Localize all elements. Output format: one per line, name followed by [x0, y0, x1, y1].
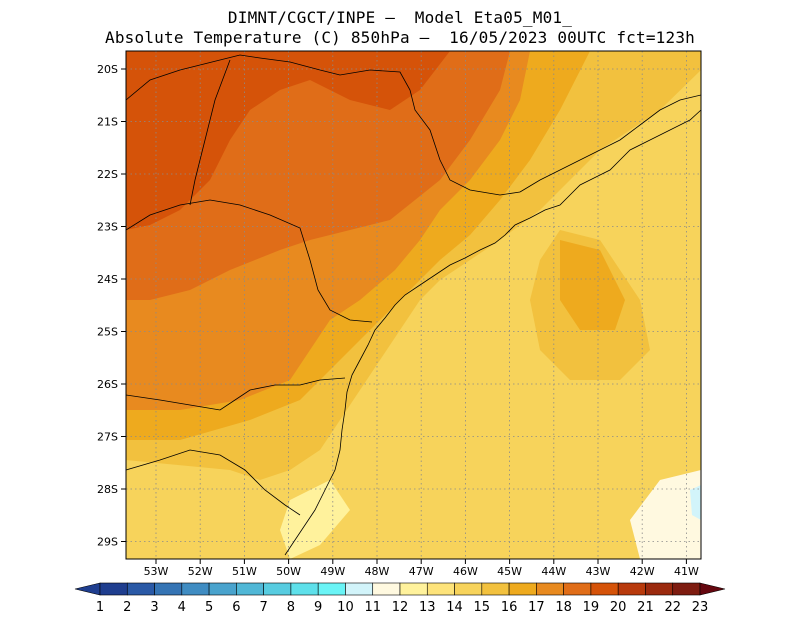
- colorbar-label: 10: [337, 600, 354, 615]
- colorbar: 1 2 3 4 5 6 7 8 9 10 11 12 13 14 15 16 17 18 19 20 21 22 23: [74, 582, 726, 615]
- colorbar-segment: [536, 582, 564, 596]
- lat-lon-grid: [126, 51, 701, 559]
- colorbar-label: 2: [123, 600, 131, 615]
- colorbar-label: 19: [583, 600, 600, 615]
- colorbar-segment: [426, 582, 455, 596]
- map-title-line-1: DIMNT/CGCT/INPE – Model Eta05_M01_: [227, 8, 573, 27]
- colorbar-label: 6: [232, 600, 240, 615]
- colorbar-label: 20: [610, 600, 627, 615]
- colorbar-label: 17: [528, 600, 545, 615]
- colorbar-segment: [399, 582, 428, 596]
- lon-label: 48W: [365, 565, 390, 578]
- lat-label: 25S: [97, 326, 118, 339]
- lat-label: 23S: [97, 221, 118, 234]
- colorbar-label: 4: [178, 600, 186, 615]
- colorbar-label: 18: [555, 600, 572, 615]
- colorbar-segment: [508, 582, 537, 596]
- state-border-west: [189, 59, 231, 206]
- colorbar-segment: [290, 582, 319, 596]
- lon-label: 47W: [409, 565, 434, 578]
- colorbar-label: 14: [446, 600, 463, 615]
- lon-label: 50W: [276, 565, 301, 578]
- colorbar-segment: [236, 582, 264, 596]
- lon-label: 46W: [453, 565, 478, 578]
- colorbar-label: 9: [314, 600, 322, 615]
- colorbar-segment: [345, 582, 374, 596]
- lat-label: 29S: [97, 536, 118, 549]
- colorbar-segment: [645, 582, 674, 596]
- lon-label: 44W: [541, 565, 566, 578]
- colorbar-segment: [181, 582, 210, 596]
- lat-label: 26S: [97, 378, 118, 391]
- colorbar-segment: [154, 582, 183, 596]
- colorbar-label: 8: [287, 600, 295, 615]
- lon-label: 51W: [232, 565, 257, 578]
- colorbar-segment: [590, 582, 619, 596]
- colorbar-label: 12: [392, 600, 409, 615]
- colorbar-label: 22: [664, 600, 681, 615]
- colorbar-label: 15: [474, 600, 491, 615]
- lat-label: 21S: [97, 116, 118, 129]
- state-border-mg-sp: [126, 54, 521, 196]
- lon-label: 52W: [188, 565, 213, 578]
- colorbar-label: 5: [205, 600, 213, 615]
- colorbar-segment: [317, 582, 346, 596]
- temperature-field: [126, 51, 701, 559]
- field-10c: [690, 485, 701, 520]
- coastline: [284, 109, 701, 556]
- colorbar-arrow-low: [74, 582, 101, 596]
- lon-label: 42W: [630, 565, 655, 578]
- lon-label: 53W: [144, 565, 169, 578]
- lat-label: 28S: [97, 483, 118, 496]
- lat-label: 22S: [97, 168, 118, 181]
- longitude-labels: 53W 52W 51W 50W 49W 48W 47W 46W 45W 44W 43W 42W 41W: [144, 559, 699, 578]
- colorbar-label: 7: [259, 600, 267, 615]
- field-19c: [126, 51, 450, 230]
- colorbar-label: 3: [150, 600, 158, 615]
- lon-label: 41W: [674, 565, 699, 578]
- state-border-mg-rj: [519, 94, 701, 193]
- colorbar-segment: [617, 582, 646, 596]
- field-12c-southwest: [280, 480, 350, 559]
- colorbar-segment: [563, 582, 592, 596]
- lat-label: 27S: [97, 431, 118, 444]
- lat-label: 20S: [97, 63, 118, 76]
- boundaries: [126, 54, 701, 556]
- colorbar-segment: [99, 582, 128, 596]
- latitude-labels: 20S 21S 22S 23S 24S 25S 26S 27S 28S 29S: [97, 63, 126, 549]
- lat-label: 24S: [97, 273, 118, 286]
- colorbar-segment: [454, 582, 483, 596]
- colorbar-segment: [372, 582, 401, 596]
- colorbar-arrow-high: [699, 582, 726, 596]
- map-frame: [125, 50, 702, 560]
- colorbar-segment: [208, 582, 237, 596]
- state-border-sc-rs: [126, 449, 301, 516]
- colorbar-label: 11: [364, 600, 381, 615]
- lon-label: 43W: [586, 565, 611, 578]
- colorbar-segment: [126, 582, 155, 596]
- state-border-sp-pr: [126, 199, 373, 323]
- field-16c-east: [560, 240, 625, 330]
- colorbar-label: 13: [419, 600, 436, 615]
- colorbar-label: 16: [501, 600, 518, 615]
- colorbar-label: 1: [96, 600, 104, 615]
- state-border-pr-sc: [126, 377, 346, 411]
- colorbar-label: 21: [637, 600, 654, 615]
- colorbar-segment: [263, 582, 292, 596]
- lon-label: 45W: [497, 565, 522, 578]
- colorbar-segment: [672, 582, 701, 596]
- field-11c: [630, 470, 701, 559]
- lon-label: 49W: [320, 565, 345, 578]
- colorbar-label: 23: [692, 600, 709, 615]
- colorbar-segment: [481, 582, 510, 596]
- map-title-line-2: Absolute Temperature (C) 850hPa – 16/05/…: [105, 28, 695, 47]
